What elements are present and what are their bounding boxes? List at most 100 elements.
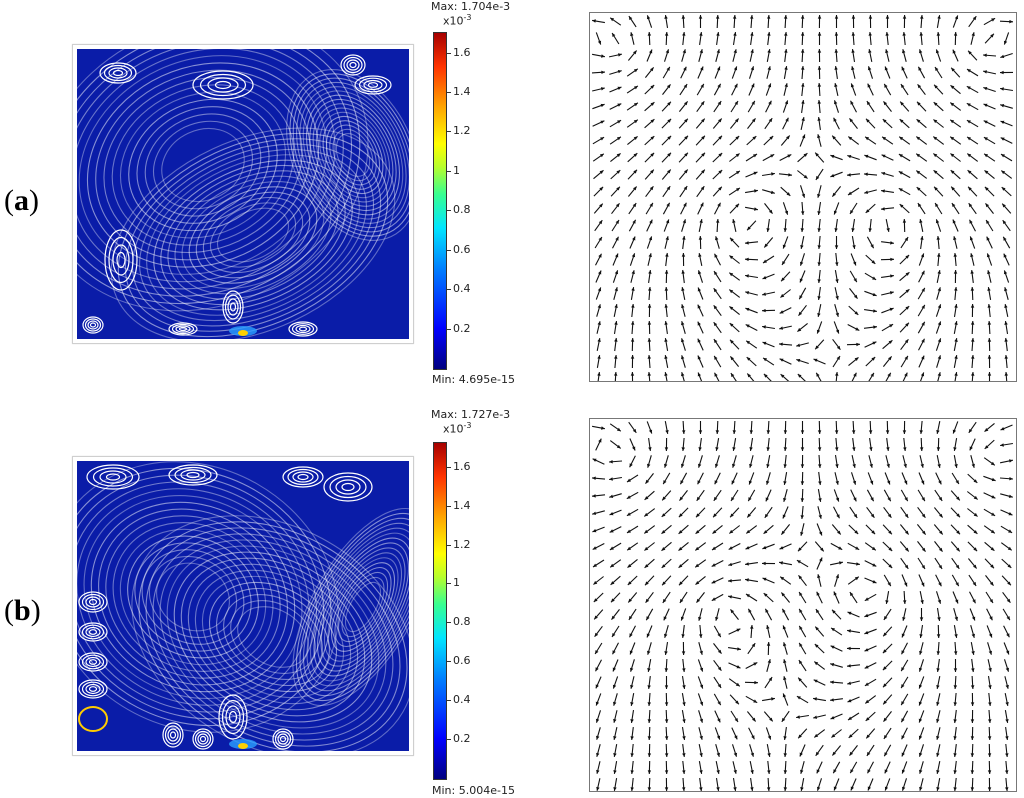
velocity-arrow	[648, 286, 652, 301]
velocity-arrow	[662, 591, 671, 604]
velocity-arrow	[644, 152, 655, 163]
velocity-arrow	[987, 726, 992, 741]
velocity-arrow	[919, 455, 924, 468]
velocity-arrow	[919, 761, 924, 774]
streamline	[341, 576, 385, 638]
velocity-arrow	[728, 170, 741, 179]
velocity-arrow	[783, 743, 787, 758]
streamline	[160, 164, 346, 306]
velocity-arrow	[627, 592, 638, 603]
velocity-arrow	[833, 100, 840, 113]
velocity-arrow	[966, 85, 979, 94]
velocity-arrow	[595, 676, 602, 689]
velocity-arrow	[987, 659, 992, 672]
streamline	[166, 545, 380, 729]
velocity-arrow	[728, 628, 741, 635]
velocity-arrow	[868, 420, 873, 435]
velocity-arrow	[679, 185, 688, 198]
velocity-arrow	[918, 338, 925, 351]
velocity-arrow	[713, 643, 722, 654]
velocity-arrow	[661, 169, 672, 180]
velocity-arrow	[1003, 642, 1010, 655]
velocity-arrow	[817, 252, 821, 267]
velocity-arrow	[596, 337, 601, 352]
velocity-arrow	[780, 524, 791, 535]
velocity-arrow	[713, 659, 722, 672]
velocity-arrow	[967, 524, 978, 535]
velocity-arrow	[867, 83, 874, 96]
velocity-arrow	[609, 542, 622, 551]
velocity-arrow	[882, 524, 893, 535]
velocity-arrow	[901, 574, 908, 587]
velocity-arrow	[967, 186, 978, 197]
velocity-arrow	[851, 31, 855, 46]
velocity-arrow	[848, 524, 859, 535]
streamline	[223, 594, 323, 680]
velocity-arrow	[799, 134, 806, 147]
velocity-arrow	[864, 662, 877, 669]
velocity-arrow	[984, 33, 995, 44]
velocity-arrow	[817, 235, 821, 250]
velocity-arrow	[831, 609, 842, 620]
velocity-arrow	[696, 185, 705, 198]
velocity-arrow	[882, 356, 893, 367]
velocity-arrow	[866, 489, 875, 502]
velocity-arrow	[1003, 659, 1010, 672]
corner-eddy-hot-b	[78, 706, 108, 732]
velocity-arrow	[681, 355, 686, 368]
velocity-arrow	[850, 489, 857, 502]
velocity-arrow	[681, 676, 686, 689]
streamline	[136, 106, 270, 224]
velocity-arrow	[731, 472, 738, 485]
velocity-arrow	[762, 172, 775, 177]
velocity-arrow	[953, 760, 957, 775]
velocity-arrow	[966, 491, 979, 500]
velocity-arrow	[1002, 608, 1011, 621]
velocity-arrow	[953, 236, 958, 249]
velocity-arrow	[746, 711, 757, 722]
colorbar-tick-label: 0.8	[453, 615, 471, 629]
velocity-arrow	[933, 186, 944, 197]
velocity-arrow	[849, 745, 858, 756]
eddy-streamline	[167, 728, 179, 742]
velocity-arrow	[849, 506, 858, 519]
eddy-streamline	[78, 679, 108, 699]
velocity-arrow	[744, 257, 759, 262]
velocity-arrow	[982, 70, 997, 75]
velocity-arrow	[850, 83, 857, 96]
velocity-arrow	[898, 153, 911, 162]
streamline	[334, 567, 392, 647]
velocity-arrow	[999, 477, 1014, 481]
velocity-arrow	[646, 236, 653, 249]
velocity-arrow	[933, 84, 944, 95]
velocity-arrow	[983, 103, 996, 110]
velocity-arrow	[800, 777, 805, 791]
velocity-arrow	[746, 220, 757, 231]
velocity-arrow	[780, 592, 791, 603]
velocity-arrow	[714, 253, 721, 266]
velocity-arrow	[732, 218, 737, 233]
velocity-arrow	[983, 136, 996, 145]
velocity-arrow	[950, 507, 961, 518]
velocity-arrow	[833, 591, 840, 604]
velocity-arrow	[800, 218, 804, 233]
eddy-streamline	[89, 322, 97, 328]
velocity-arrow	[744, 206, 759, 211]
velocity-arrow	[762, 577, 775, 584]
velocity-arrow	[662, 202, 671, 215]
streamline	[73, 47, 336, 283]
velocity-arrow	[834, 574, 839, 587]
velocity-arrow	[830, 154, 843, 161]
velocity-arrow	[1002, 236, 1011, 249]
velocity-arrow	[763, 237, 774, 248]
velocity-arrow	[630, 32, 635, 45]
velocity-arrow	[763, 135, 774, 146]
velocity-arrow	[851, 236, 856, 249]
velocity-arrow	[647, 743, 652, 758]
velocity-arrow	[695, 118, 706, 129]
velocity-arrow	[661, 118, 672, 129]
velocity-arrow	[594, 642, 603, 655]
velocity-arrow	[847, 542, 860, 551]
velocity-arrow	[917, 83, 926, 96]
velocity-arrow	[695, 152, 706, 163]
